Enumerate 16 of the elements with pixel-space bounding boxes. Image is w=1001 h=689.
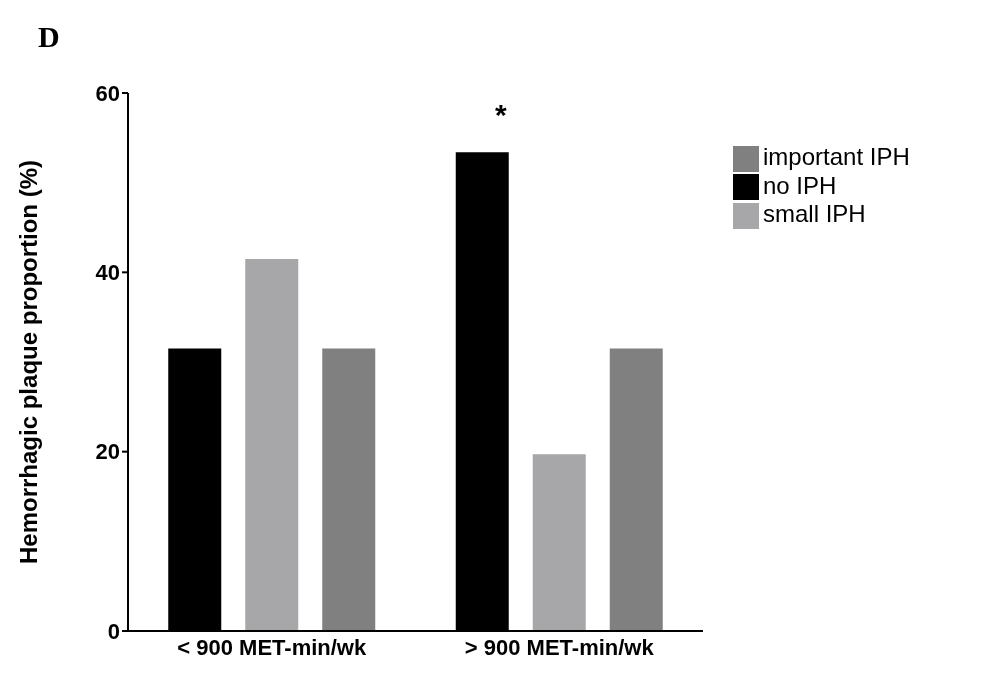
legend-label: no IPH — [763, 171, 837, 199]
y-tick-label: 20 — [95, 439, 120, 465]
bar — [322, 348, 376, 631]
chart-title: D — [38, 20, 60, 54]
y-tick-label: 40 — [95, 260, 120, 286]
x-tick-label: > 900 MET-min/wk — [464, 634, 655, 660]
annotation: * — [495, 98, 507, 132]
x-tick-label: < 900 MET-min/wk — [177, 634, 367, 660]
y-axis-title: Hemorrhagic plaque proportion (%) — [14, 159, 42, 565]
legend-label: important IPH — [763, 143, 910, 170]
y-tick-label: 0 — [107, 618, 120, 644]
legend-label: small IPH — [763, 200, 866, 228]
bar — [245, 258, 299, 631]
bar — [532, 454, 586, 631]
y-tick-label: 60 — [95, 80, 120, 106]
bar — [609, 348, 663, 631]
